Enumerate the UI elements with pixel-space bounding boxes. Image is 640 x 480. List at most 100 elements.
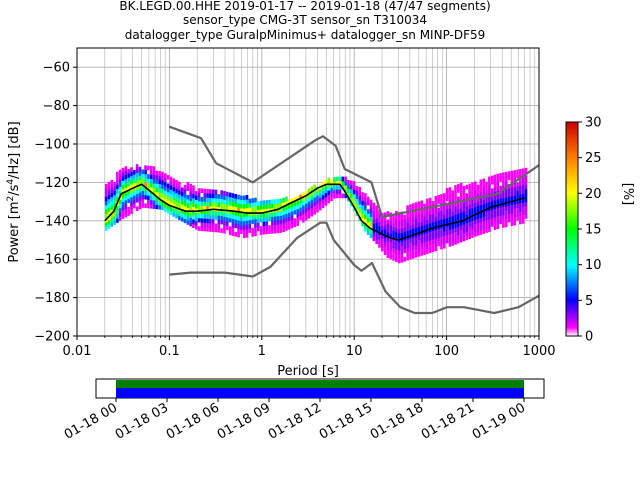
density-cell <box>149 165 153 171</box>
density-cell <box>132 203 136 209</box>
density-cell <box>434 221 438 226</box>
density-cell <box>434 208 438 214</box>
density-cell <box>271 203 274 209</box>
density-cell <box>465 201 469 207</box>
density-cell <box>116 180 119 185</box>
density-cell <box>409 225 412 231</box>
density-cell <box>426 223 429 229</box>
density-cell <box>383 237 387 243</box>
density-cell <box>251 202 254 208</box>
density-cell <box>409 221 412 226</box>
density-cell <box>110 205 114 210</box>
density-cell <box>355 194 359 200</box>
density-cell <box>251 206 254 212</box>
density-cell <box>287 199 291 205</box>
density-cell <box>118 169 122 175</box>
density-cell <box>256 222 260 228</box>
density-cell <box>234 215 238 220</box>
density-cell <box>175 196 178 202</box>
density-cell <box>313 188 316 194</box>
density-cell <box>279 223 283 229</box>
density-cell <box>423 246 426 251</box>
density-cell <box>389 220 393 226</box>
density-cell <box>307 201 311 206</box>
density-cell <box>166 200 170 205</box>
density-cell <box>197 217 201 223</box>
density-cell <box>259 230 263 236</box>
density-cell <box>189 213 192 218</box>
density-cell <box>186 199 190 204</box>
density-cell <box>166 208 170 214</box>
density-cell <box>369 199 373 205</box>
density-cell <box>121 210 125 215</box>
density-cell <box>234 206 238 212</box>
density-cell <box>479 225 483 231</box>
density-cell <box>304 203 308 208</box>
density-cell <box>482 229 486 234</box>
density-cell <box>135 197 139 203</box>
density-cell <box>268 212 271 218</box>
density-cell <box>395 236 398 241</box>
density-cell <box>454 197 457 203</box>
density-cell <box>403 240 407 245</box>
density-cell <box>395 231 398 237</box>
density-cell <box>327 177 331 183</box>
density-cell <box>428 231 432 237</box>
density-cell <box>488 218 491 224</box>
density-cell <box>496 182 500 187</box>
density-cell <box>132 199 136 205</box>
density-cell <box>504 176 508 181</box>
density-cell <box>135 168 139 173</box>
density-cell <box>513 208 517 213</box>
density-cell <box>110 222 114 227</box>
density-cell <box>341 176 345 182</box>
density-cell <box>369 208 373 213</box>
density-cell <box>375 231 378 236</box>
density-cell <box>268 204 271 209</box>
density-cell <box>375 205 378 211</box>
density-cell <box>149 178 153 184</box>
y-tick-label: −140 <box>34 214 70 229</box>
density-cell <box>223 224 226 230</box>
density-cell <box>380 234 384 239</box>
density-cell <box>358 212 362 218</box>
density-cell <box>502 176 505 182</box>
density-cell <box>395 244 398 250</box>
density-cell <box>426 215 429 221</box>
density-cell <box>169 180 173 186</box>
density-cell <box>513 174 517 179</box>
density-cell <box>220 219 223 225</box>
density-cell <box>302 201 305 206</box>
density-cell <box>409 238 412 243</box>
density-cell <box>428 235 432 241</box>
density-cell <box>434 229 438 235</box>
density-cell <box>107 215 111 221</box>
density-cell <box>383 246 387 251</box>
density-cell <box>149 182 153 188</box>
density-cell <box>406 239 409 244</box>
coverage-tick-label: 01-18 18 <box>368 400 426 442</box>
density-cell <box>507 196 511 202</box>
density-cell <box>459 229 463 234</box>
density-cell <box>502 189 505 194</box>
density-cell <box>392 256 395 261</box>
density-cell <box>293 197 297 202</box>
density-cell <box>504 222 508 228</box>
density-cell <box>121 201 125 207</box>
density-cell <box>386 219 390 225</box>
density-cell <box>237 207 240 213</box>
density-cell <box>231 210 235 215</box>
density-cell <box>104 205 108 210</box>
density-cell <box>479 183 483 189</box>
density-cell <box>316 190 319 196</box>
density-cell <box>256 209 260 215</box>
density-cell <box>344 193 347 199</box>
density-cell <box>172 212 176 217</box>
density-cell <box>454 218 457 224</box>
density-cell <box>380 217 384 222</box>
density-cell <box>163 194 167 200</box>
density-cell <box>254 222 257 228</box>
density-cell <box>380 229 384 235</box>
density-cell <box>335 193 339 199</box>
density-cell <box>364 205 367 211</box>
